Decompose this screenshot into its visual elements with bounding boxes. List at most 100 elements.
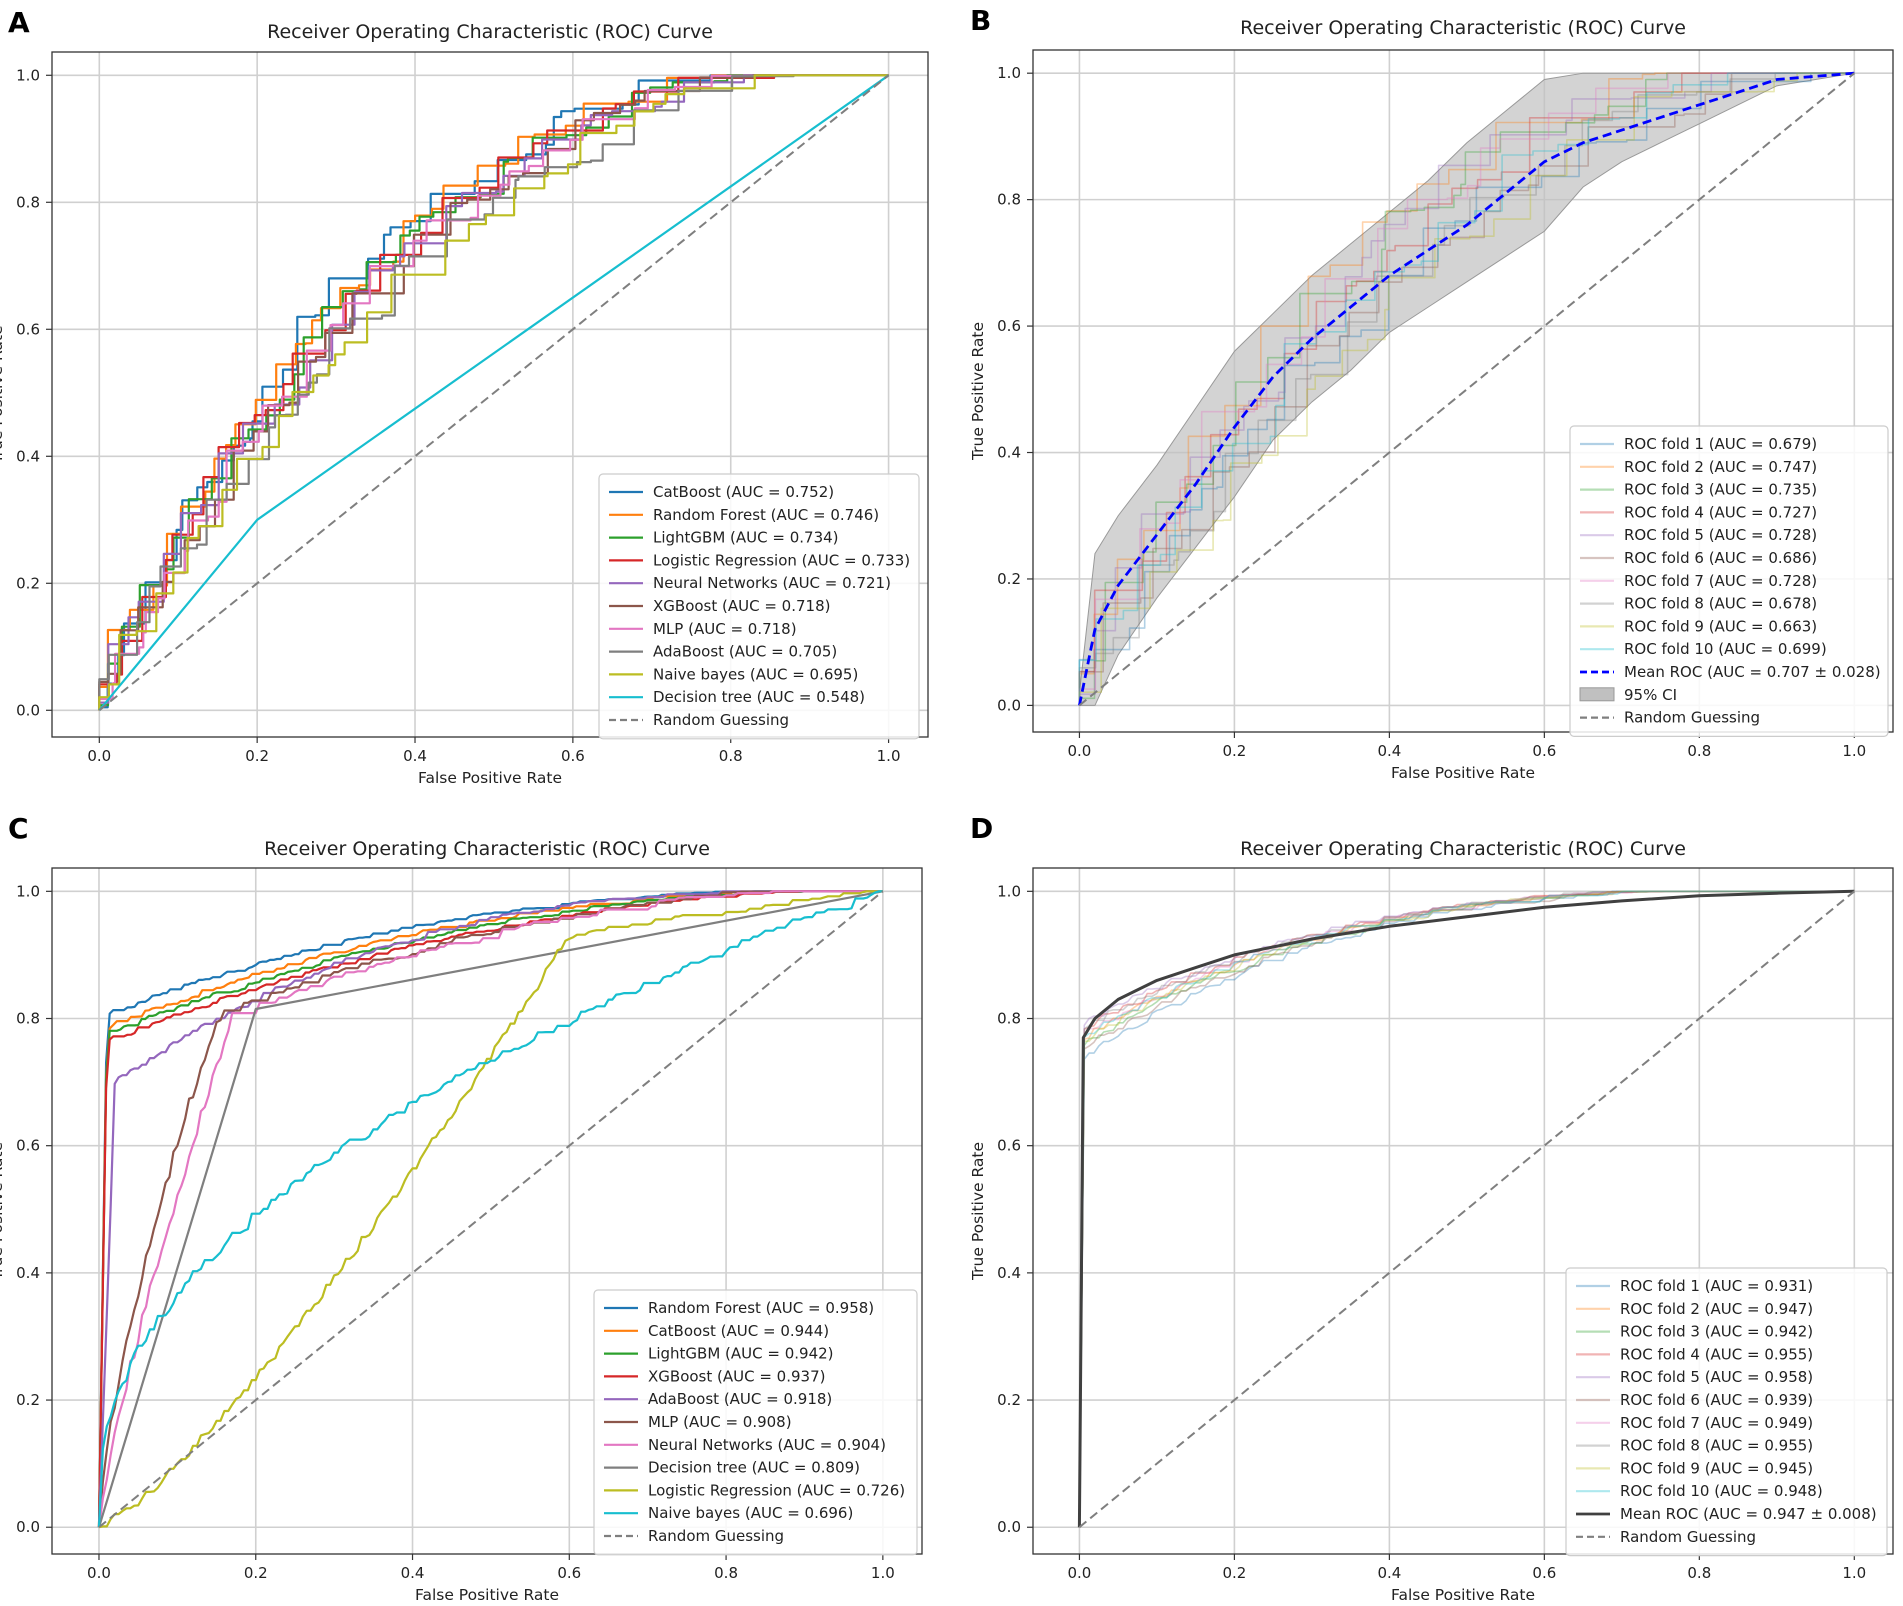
series-line-roc-fold-5: [1078, 890, 1855, 1528]
series-line-decision-tree: [97, 890, 884, 1528]
y-tick-label: 0.4: [997, 1264, 1021, 1282]
series-line-roc-fold-8: [1078, 890, 1855, 1528]
y-tick-label: 0.2: [16, 1391, 40, 1409]
legend-label: Naive bayes (AUC = 0.695): [653, 665, 858, 683]
legend: ROC fold 1 (AUC = 0.679) ROC fold 2 (AUC …: [1569, 425, 1889, 737]
legend-item: ROC fold 1 (AUC = 0.679): [1580, 435, 1817, 453]
x-tick-label: 0.2: [245, 747, 269, 765]
y-axis-label: True Positive Rate: [0, 1142, 6, 1281]
legend-label: Random Guessing: [1620, 1528, 1756, 1546]
legend-label: LightGBM (AUC = 0.734): [653, 529, 839, 547]
legend-label: ROC fold 5 (AUC = 0.958): [1620, 1368, 1813, 1386]
series-line-roc-fold-10: [1078, 890, 1855, 1528]
series-line-roc-fold-1: [1078, 72, 1855, 706]
panel-label: B: [970, 4, 991, 37]
x-tick-label: 1.0: [1842, 742, 1866, 760]
legend-item: ROC fold 9 (AUC = 0.945): [1576, 1459, 1813, 1477]
legend-item: MLP (AUC = 0.908): [604, 1413, 792, 1431]
series-line-roc-fold-1: [1078, 890, 1855, 1528]
legend-label: Logistic Regression (AUC = 0.733): [653, 551, 910, 569]
series-line-neural-networks: [97, 890, 883, 1528]
legend-item: ROC fold 4 (AUC = 0.727): [1580, 503, 1817, 521]
legend-label: 95% CI: [1624, 686, 1677, 704]
x-tick-label: 0.4: [1377, 1564, 1401, 1582]
series-line-random-guessing: [98, 890, 884, 1528]
legend-item: ROC fold 10 (AUC = 0.699): [1580, 640, 1827, 658]
series-line-roc-fold-9: [1078, 890, 1855, 1528]
x-tick-label: 1.0: [871, 1564, 895, 1582]
x-tick-label: 0.8: [1687, 1564, 1711, 1582]
legend-label: ROC fold 3 (AUC = 0.735): [1624, 481, 1817, 499]
x-tick-label: 0.4: [401, 1564, 425, 1582]
legend: ROC fold 1 (AUC = 0.931) ROC fold 2 (AUC …: [1565, 1267, 1888, 1557]
legend-item: ROC fold 6 (AUC = 0.939): [1576, 1391, 1813, 1409]
x-axis-label: False Positive Rate: [1391, 1586, 1535, 1604]
y-axis-label: True Positive Rate: [969, 1142, 987, 1281]
legend-item: Logistic Regression (AUC = 0.726): [604, 1481, 905, 1499]
legend-label: ROC fold 2 (AUC = 0.947): [1620, 1300, 1813, 1318]
series-line-roc-fold-6: [1078, 890, 1855, 1528]
y-tick-label: 0.0: [16, 1518, 40, 1536]
series-line-naive-bayes: [98, 74, 889, 711]
legend-label: ROC fold 8 (AUC = 0.955): [1620, 1437, 1813, 1455]
legend-item: ROC fold 4 (AUC = 0.955): [1576, 1345, 1813, 1363]
legend-label: Naive bayes (AUC = 0.696): [648, 1504, 853, 1522]
series-line-roc-fold-5: [1078, 72, 1855, 706]
legend-box: [1569, 425, 1889, 737]
legend-box: [598, 473, 920, 740]
y-tick-label: 0.4: [16, 447, 40, 465]
y-tick-label: 0.6: [997, 317, 1021, 335]
legend-label: Random Guessing: [648, 1527, 784, 1545]
legend-label: Random Guessing: [653, 711, 789, 729]
series-line-roc-fold-4: [1078, 72, 1855, 706]
y-tick-label: 0.6: [16, 320, 40, 338]
y-tick-label: 0.2: [16, 574, 40, 592]
x-tick-label: 0.4: [1377, 742, 1401, 760]
legend-label: XGBoost (AUC = 0.937): [648, 1367, 825, 1385]
panel-label: A: [8, 6, 30, 39]
chart-title: Receiver Operating Characteristic (ROC) …: [1240, 17, 1686, 39]
x-tick-label: 0.0: [87, 747, 111, 765]
legend-label: Mean ROC (AUC = 0.707 ± 0.028): [1624, 663, 1881, 681]
x-tick-label: 0.6: [561, 747, 585, 765]
legend-label: ROC fold 3 (AUC = 0.942): [1620, 1323, 1813, 1341]
y-tick-label: 0.0: [997, 696, 1021, 714]
legend-item: AdaBoost (AUC = 0.918): [604, 1390, 832, 1408]
legend-item: ROC fold 7 (AUC = 0.949): [1576, 1414, 1813, 1432]
legend-label: Decision tree (AUC = 0.809): [648, 1459, 860, 1477]
legend-label: ROC fold 9 (AUC = 0.663): [1624, 617, 1817, 635]
y-axis-label: True Positive Rate: [969, 322, 987, 461]
y-tick-label: 0.8: [16, 193, 40, 211]
legend-item: LightGBM (AUC = 0.734): [609, 529, 839, 547]
legend-item: Random Guessing: [1580, 709, 1760, 727]
legend-label: ROC fold 7 (AUC = 0.949): [1620, 1414, 1813, 1432]
legend-item: ROC fold 6 (AUC = 0.686): [1580, 549, 1817, 567]
legend-label: AdaBoost (AUC = 0.705): [653, 643, 837, 661]
grid: [52, 52, 928, 737]
y-tick-label: 0.4: [16, 1264, 40, 1282]
series-line-roc-fold-8: [1078, 72, 1855, 706]
legend-item: Neural Networks (AUC = 0.721): [609, 574, 891, 592]
y-tick-label: 1.0: [16, 66, 40, 84]
legend-label: ROC fold 4 (AUC = 0.727): [1624, 503, 1817, 521]
y-tick-label: 0.2: [997, 1391, 1021, 1409]
legend-label: LightGBM (AUC = 0.942): [648, 1345, 834, 1363]
y-tick-label: 0.8: [16, 1010, 40, 1028]
axes-frame: [51, 51, 929, 738]
chart-panel-b: B Receiver Operating Characteristic (ROC)…: [969, 4, 1894, 782]
legend: CatBoost (AUC = 0.752) Random Forest (AUC…: [598, 473, 920, 740]
x-tick-label: 0.6: [557, 1564, 581, 1582]
x-tick-label: 0.6: [1532, 742, 1556, 760]
series-line-mlp: [98, 74, 889, 711]
series-line-roc-fold-9: [1078, 72, 1855, 706]
x-tick-label: 1.0: [877, 747, 901, 765]
y-tick-label: 0.4: [997, 444, 1021, 462]
legend-label: ROC fold 4 (AUC = 0.955): [1620, 1345, 1813, 1363]
legend-item: MLP (AUC = 0.718): [609, 620, 797, 638]
chart-panel-c: C Receiver Operating Characteristic (ROC)…: [0, 812, 923, 1604]
legend-label: ROC fold 1 (AUC = 0.931): [1620, 1277, 1813, 1295]
y-tick-label: 0.8: [997, 191, 1021, 209]
legend-item: AdaBoost (AUC = 0.705): [609, 643, 837, 661]
legend-item: Random Forest (AUC = 0.746): [609, 506, 879, 524]
y-tick-label: 1.0: [997, 64, 1021, 82]
